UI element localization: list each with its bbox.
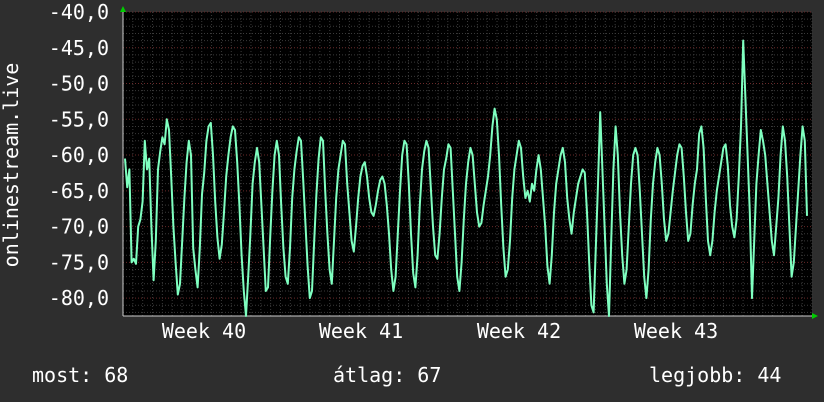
y-axis-title: onlinestream.live <box>0 63 23 268</box>
y-axis-arrow <box>120 6 126 12</box>
x-tick-label: Week 41 <box>319 319 403 343</box>
x-tick-label: Week 43 <box>634 319 718 343</box>
x-tick-labels: Week 40 Week 41 Week 42 Week 43 <box>162 319 718 343</box>
y-tick-label: -60,0 <box>49 143 109 167</box>
legend-best: legjobb: 44 <box>649 363 781 387</box>
y-tick-labels: -40,0 -45,0 -50,0 -55,0 -60,0 -65,0 -70,0 -75,0… <box>49 0 109 310</box>
series-line <box>124 39 808 317</box>
legend-current: most: 68 <box>32 363 128 387</box>
y-tick-label: -70,0 <box>49 215 109 239</box>
x-tick-label: Week 42 <box>477 319 561 343</box>
y-tick-label: -65,0 <box>49 179 109 203</box>
y-tick-label: -55,0 <box>49 107 109 131</box>
y-tick-label: -40,0 <box>49 0 109 24</box>
x-axis-arrow <box>812 313 818 319</box>
y-tick-label: -50,0 <box>49 72 109 96</box>
y-tick-label: -45,0 <box>49 36 109 60</box>
x-tick-label: Week 40 <box>162 319 246 343</box>
y-tick-label: -75,0 <box>49 250 109 274</box>
y-tick-label: -80,0 <box>49 286 109 310</box>
legend-average: átlag: 67 <box>333 363 441 387</box>
